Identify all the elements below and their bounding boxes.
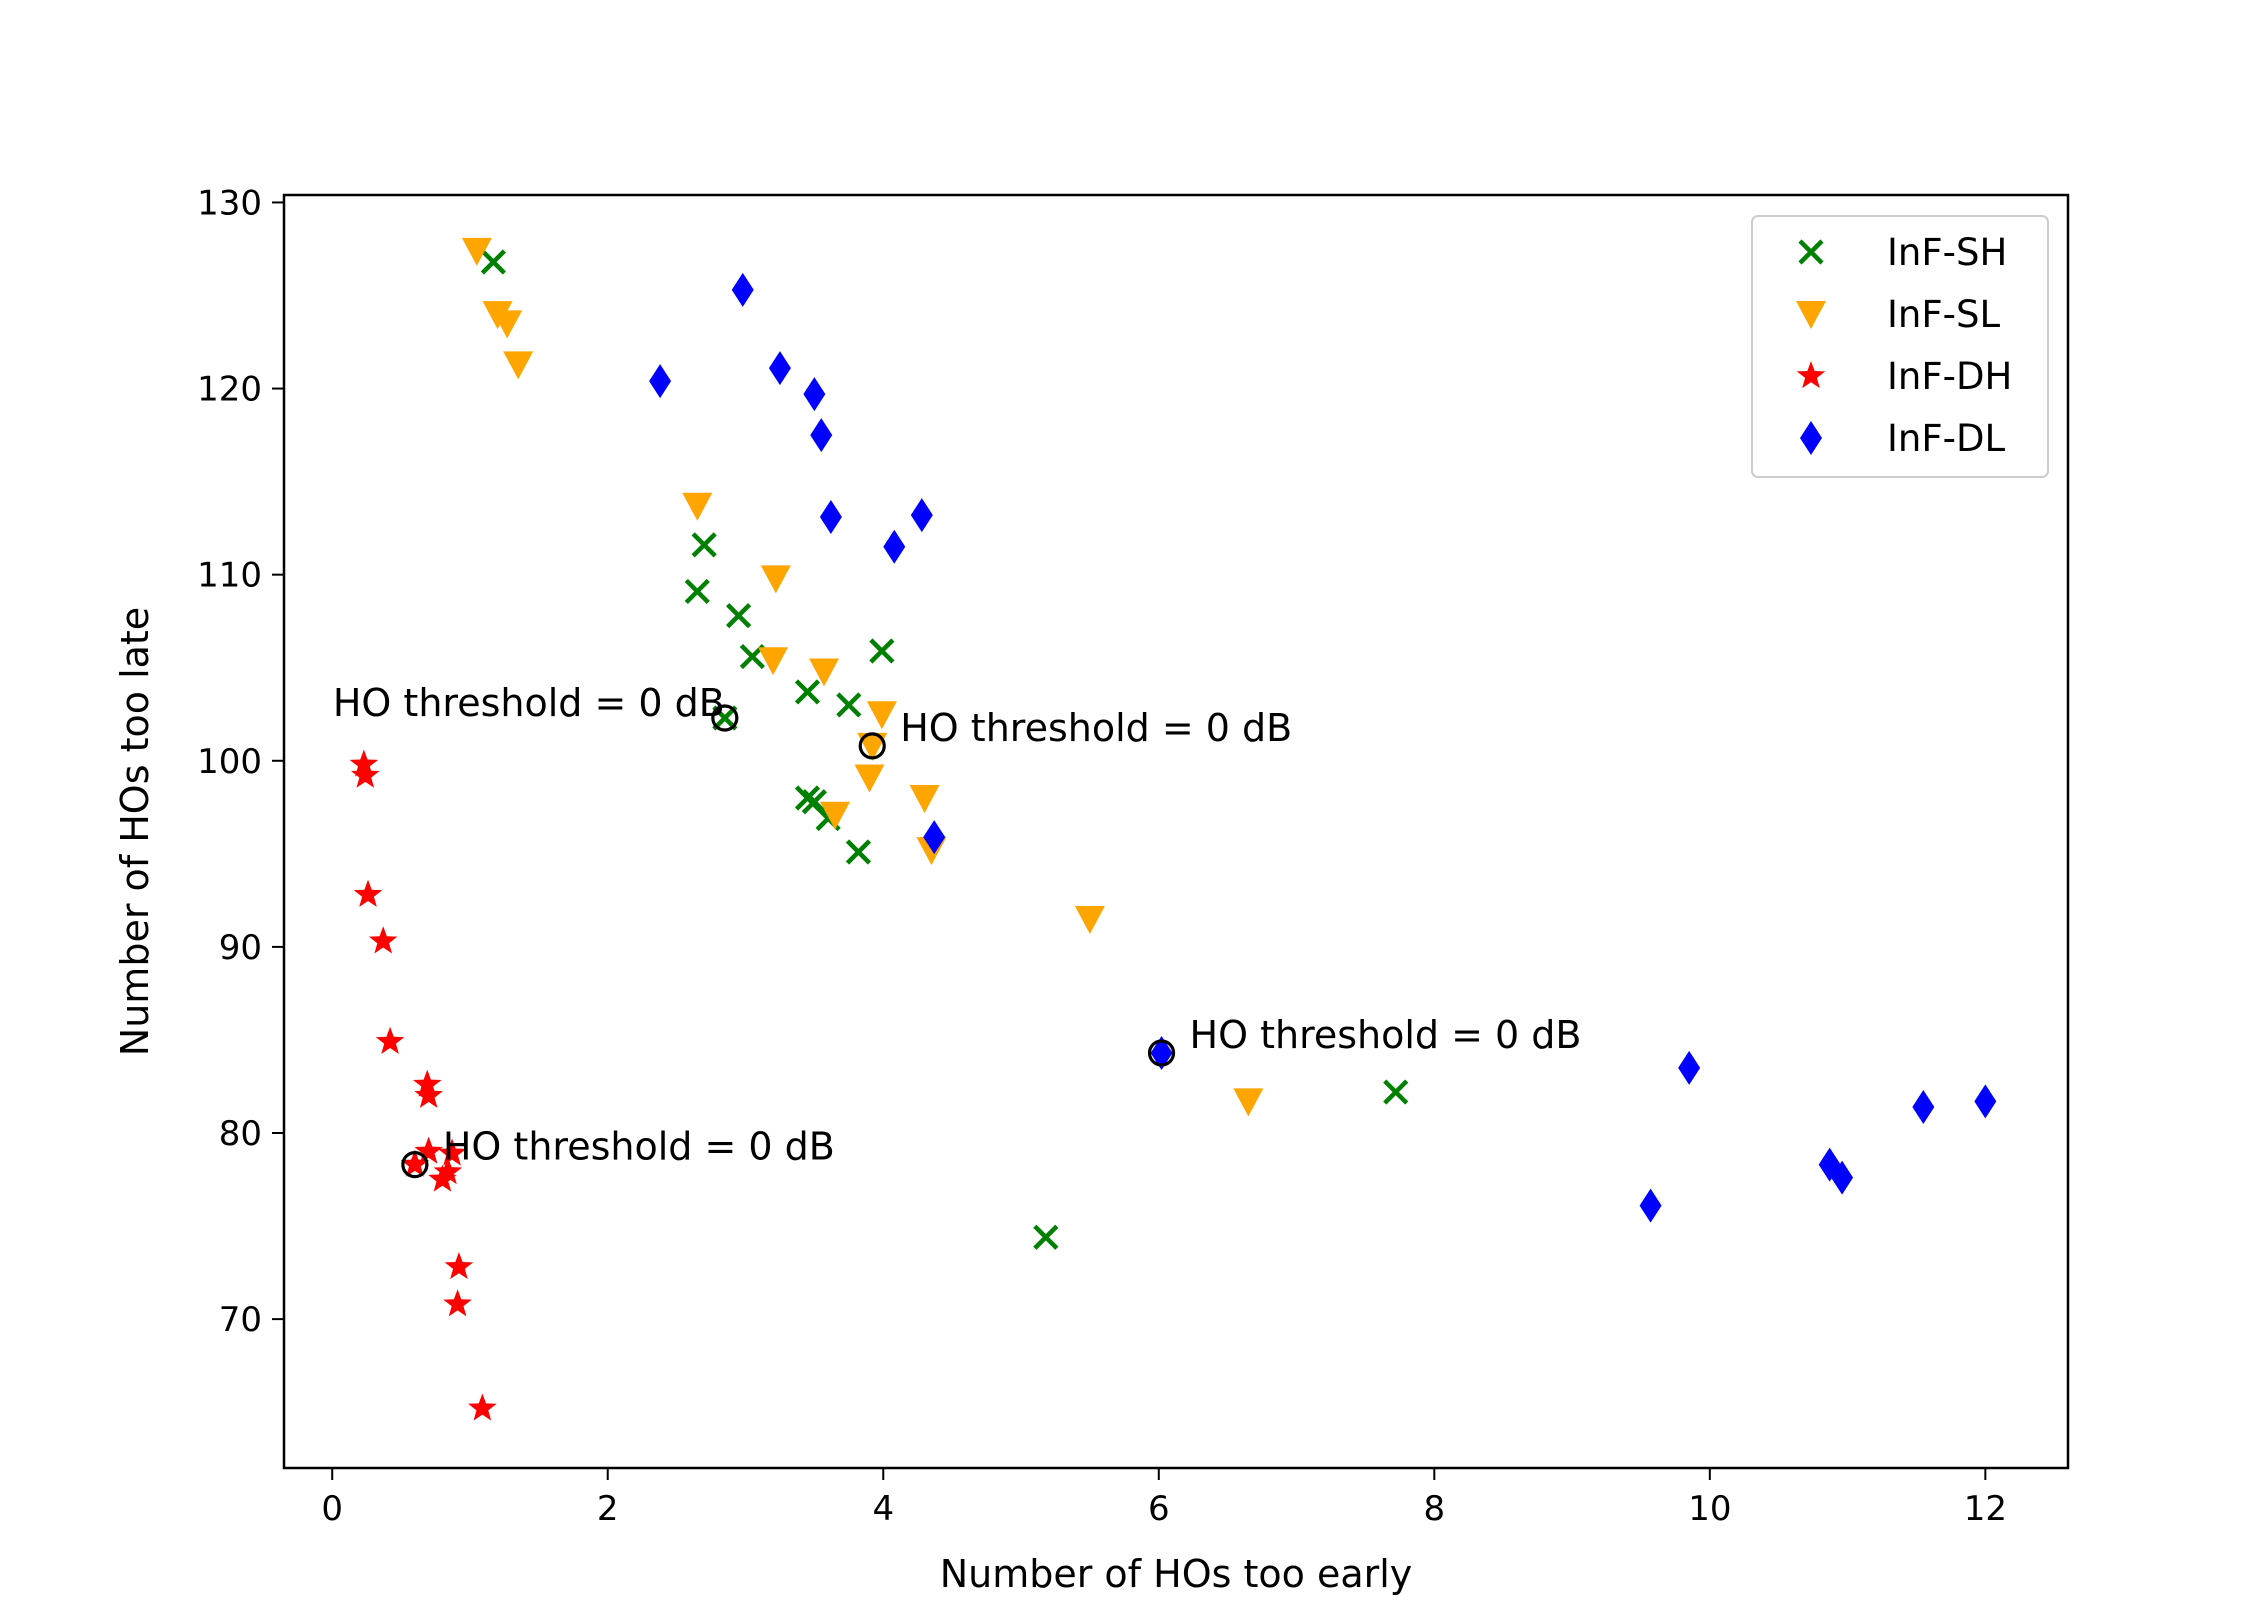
point-inf-dh: [444, 1252, 474, 1280]
point-inf-dh: [468, 1393, 497, 1421]
point-inf-dh: [433, 1157, 463, 1185]
point-inf-sh: [726, 603, 752, 629]
point-inf-dl: [883, 529, 906, 564]
threshold-annotation: HO threshold = 0 dB: [443, 1125, 835, 1169]
legend-marker: [1796, 301, 1826, 329]
y-tick-label: 120: [197, 370, 262, 410]
legend-label: InF-DH: [1887, 355, 2012, 398]
point-inf-sl: [866, 701, 897, 730]
threshold-annotation: HO threshold = 0 dB: [333, 681, 725, 725]
point-inf-dl: [649, 364, 672, 399]
point-inf-dl: [1639, 1188, 1662, 1223]
point-inf-sh: [794, 679, 821, 705]
point-inf-sh: [691, 532, 717, 558]
point-inf-dl: [803, 377, 826, 412]
legend-marker: [1798, 239, 1824, 265]
point-inf-dh: [414, 1080, 443, 1108]
point-inf-dl: [1912, 1089, 1935, 1124]
point-inf-dh: [349, 749, 379, 777]
point-inf-dh: [400, 1149, 430, 1177]
point-inf-dh: [414, 1136, 443, 1164]
y-tick-label: 80: [219, 1114, 262, 1154]
point-inf-dh: [351, 760, 380, 788]
point-inf-dl: [768, 351, 791, 386]
y-tick-label: 70: [219, 1300, 262, 1340]
point-inf-dl: [1150, 1035, 1173, 1070]
plot-area-frame: [282, 193, 2070, 1470]
point-inf-sh: [1383, 1079, 1409, 1105]
y-tick-label: 110: [197, 556, 262, 596]
point-inf-sl: [820, 801, 851, 830]
point-inf-sl: [854, 764, 885, 793]
point-inf-sl: [503, 351, 534, 380]
x-tick-label: 8: [1423, 1489, 1445, 1529]
x-tick-label: 2: [597, 1489, 619, 1529]
legend-label: InF-SL: [1887, 293, 2000, 336]
threshold-highlight-circle: [1147, 1039, 1176, 1067]
threshold-highlights: [401, 704, 1176, 1179]
threshold-highlight-circle: [858, 732, 886, 760]
point-inf-dh: [375, 1026, 405, 1054]
point-inf-sh: [869, 638, 895, 664]
y-tick-label: 100: [197, 742, 262, 782]
point-inf-dh: [413, 1069, 442, 1097]
point-inf-sl: [758, 647, 789, 676]
legend-box: [1751, 215, 2049, 478]
x-tick-label: 4: [872, 1489, 894, 1529]
threshold-annotation: HO threshold = 0 dB: [1190, 1013, 1582, 1057]
point-inf-sl: [1074, 905, 1105, 934]
legend: InF-SH InF-SL InF-DH InF-DL: [1751, 215, 2049, 478]
x-tick-label: 10: [1688, 1489, 1731, 1529]
point-inf-dh: [437, 1138, 467, 1166]
y-tick-label: 90: [219, 928, 262, 968]
x-tick-label: 6: [1148, 1489, 1170, 1529]
threshold-highlight-circle: [401, 1151, 429, 1179]
x-axis-label: Number of HOs too early: [940, 1552, 1413, 1596]
threshold-annotations: HO threshold = 0 dB HO threshold = 0 dB HO…: [333, 681, 1582, 1169]
point-inf-dl: [1831, 1160, 1854, 1195]
legend-label: InF-DL: [1887, 417, 2005, 460]
point-inf-sh: [1033, 1224, 1059, 1250]
point-inf-sh: [845, 839, 872, 865]
point-inf-sl: [492, 310, 523, 339]
point-inf-sh: [480, 249, 506, 275]
point-inf-sh: [684, 578, 710, 605]
point-inf-dh: [353, 879, 383, 907]
x-tick-label: 12: [1964, 1489, 2007, 1529]
point-inf-dh: [368, 926, 398, 954]
point-inf-sl: [857, 732, 888, 761]
point-inf-dl: [810, 418, 833, 453]
point-inf-sl: [809, 658, 840, 687]
y-axis-label: Number of HOs too late: [113, 607, 157, 1056]
point-inf-sl: [909, 785, 940, 813]
point-inf-sh: [836, 692, 862, 718]
threshold-highlight-circle: [711, 704, 739, 732]
point-inf-dh: [428, 1164, 457, 1192]
point-inf-dl: [731, 272, 754, 307]
point-inf-sl: [682, 492, 713, 521]
threshold-annotation: HO threshold = 0 dB: [900, 706, 1292, 750]
point-inf-sl: [1233, 1088, 1264, 1117]
data-points: [349, 237, 1997, 1421]
point-inf-dl: [819, 499, 842, 534]
point-inf-sl: [461, 237, 492, 266]
point-inf-dl: [910, 498, 933, 533]
point-inf-dh: [443, 1289, 472, 1317]
legend-marker: [1796, 361, 1826, 389]
point-inf-sl: [760, 565, 791, 594]
y-tick-label: 130: [197, 183, 262, 223]
x-tick-label: 0: [321, 1489, 343, 1529]
legend-label: InF-SH: [1887, 231, 2007, 274]
axes: 0 2 4 6 8 10 12 70 80 90 100 110 120 130: [197, 183, 2007, 1529]
point-inf-sh: [712, 705, 738, 731]
point-inf-dl: [1974, 1084, 1997, 1119]
point-inf-dl: [923, 820, 946, 855]
legend-marker: [1800, 421, 1822, 455]
point-inf-dl: [1678, 1050, 1701, 1085]
